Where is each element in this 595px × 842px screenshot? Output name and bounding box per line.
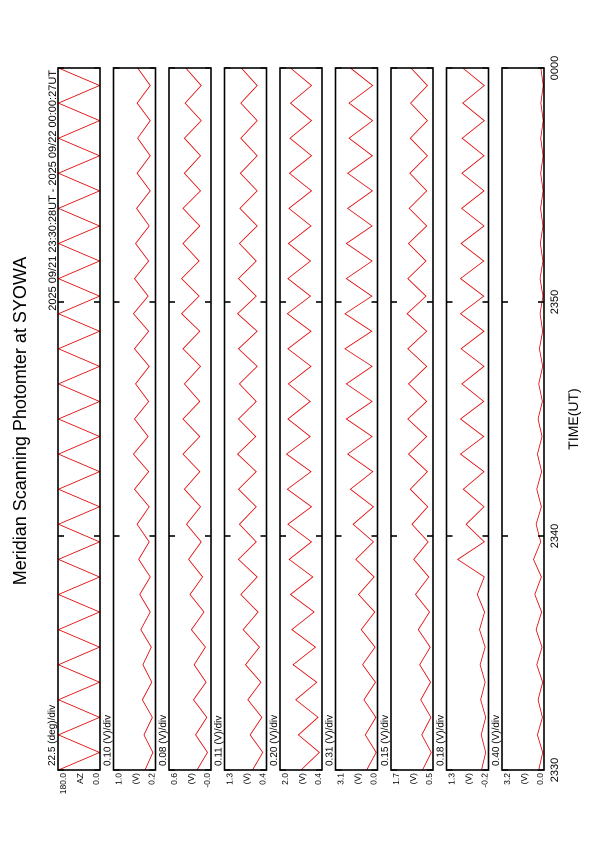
y-axis-label: (V) [408, 773, 418, 785]
y-tick-label: 0.0 [91, 773, 101, 785]
panel-scale-label: 0.08 (V)/div [158, 715, 169, 766]
y-tick-label: 0.6 [169, 773, 179, 785]
y-tick-label: -0.0 [202, 773, 212, 788]
panel-frame [223, 67, 268, 771]
chart-title: Meridian Scanning Photomter at SYOWA [10, 257, 30, 585]
panel-frame [57, 67, 101, 771]
x-tick-label: 2330 [549, 758, 561, 782]
x-axis-label: TIME(UT) [565, 388, 581, 449]
y-tick-label: 0.4 [258, 773, 268, 785]
panel-scale-label: 0.11 (V)/div [214, 716, 225, 766]
panel-frame [390, 67, 434, 771]
y-axis-label: (V) [242, 773, 252, 785]
panel-frame [279, 67, 323, 771]
x-tick-label: 2340 [549, 524, 561, 548]
y-tick-label: 0.2 [147, 773, 157, 785]
data-line [181, 67, 208, 771]
panel-frame [334, 67, 379, 771]
data-line [344, 67, 377, 771]
data-line [406, 67, 432, 771]
y-axis-label: (V) [186, 773, 196, 785]
data-line [132, 67, 154, 771]
y-axis-label: AZ [75, 773, 85, 784]
data-line [456, 67, 487, 771]
panel-scale-label: 22.5 (deg)/div [47, 705, 58, 766]
y-axis-label: (V) [131, 773, 141, 785]
panel-scale-label: 0.10 (V)/div [103, 715, 114, 766]
y-tick-label: 0.0 [535, 773, 545, 785]
panel-scale-label: 0.15 (V)/div [380, 715, 391, 766]
y-tick-label: 0.0 [369, 773, 379, 785]
data-line [285, 67, 320, 771]
data-line [236, 67, 264, 771]
panel-scale-label: 0.20 (V)/div [269, 715, 280, 766]
y-tick-label: 1.3 [447, 773, 457, 785]
y-tick-label: 0.5 [424, 773, 434, 785]
y-tick-label: 1.7 [391, 773, 401, 785]
rotated-chart: Meridian Scanning Photomter at SYOWA 202… [10, 56, 581, 795]
data-line [533, 67, 544, 771]
panel-frame [112, 67, 157, 771]
y-tick-label: 3.1 [336, 773, 346, 785]
y-tick-label: 180.0 [58, 773, 68, 795]
panel-frame [445, 67, 490, 771]
panel-scale-label: 0.40 (V)/div [491, 715, 502, 766]
panel-scale-label: 0.31 (V)/div [325, 715, 336, 766]
y-tick-label: -0.2 [480, 773, 490, 788]
y-axis-label: (V) [353, 773, 363, 785]
y-axis-label: (V) [464, 773, 474, 785]
y-tick-label: 1.0 [114, 773, 124, 785]
y-tick-label: 0.4 [313, 773, 323, 785]
panel-frame [501, 67, 545, 771]
y-tick-label: 3.2 [502, 773, 512, 785]
y-tick-label: 2.0 [280, 773, 290, 785]
panel-frame [168, 67, 212, 771]
x-tick-label: 2350 [549, 290, 561, 314]
x-tick-label: 0000 [549, 56, 561, 80]
y-tick-label: 1.3 [225, 773, 235, 785]
panel-scale-label: 0.18 (V)/div [436, 715, 447, 766]
y-axis-label: (V) [519, 773, 529, 785]
subtitle: 2025 09/21 23:30:28UT - 2025 09/22 00:00… [47, 70, 59, 311]
y-axis-label: (V) [297, 773, 307, 785]
